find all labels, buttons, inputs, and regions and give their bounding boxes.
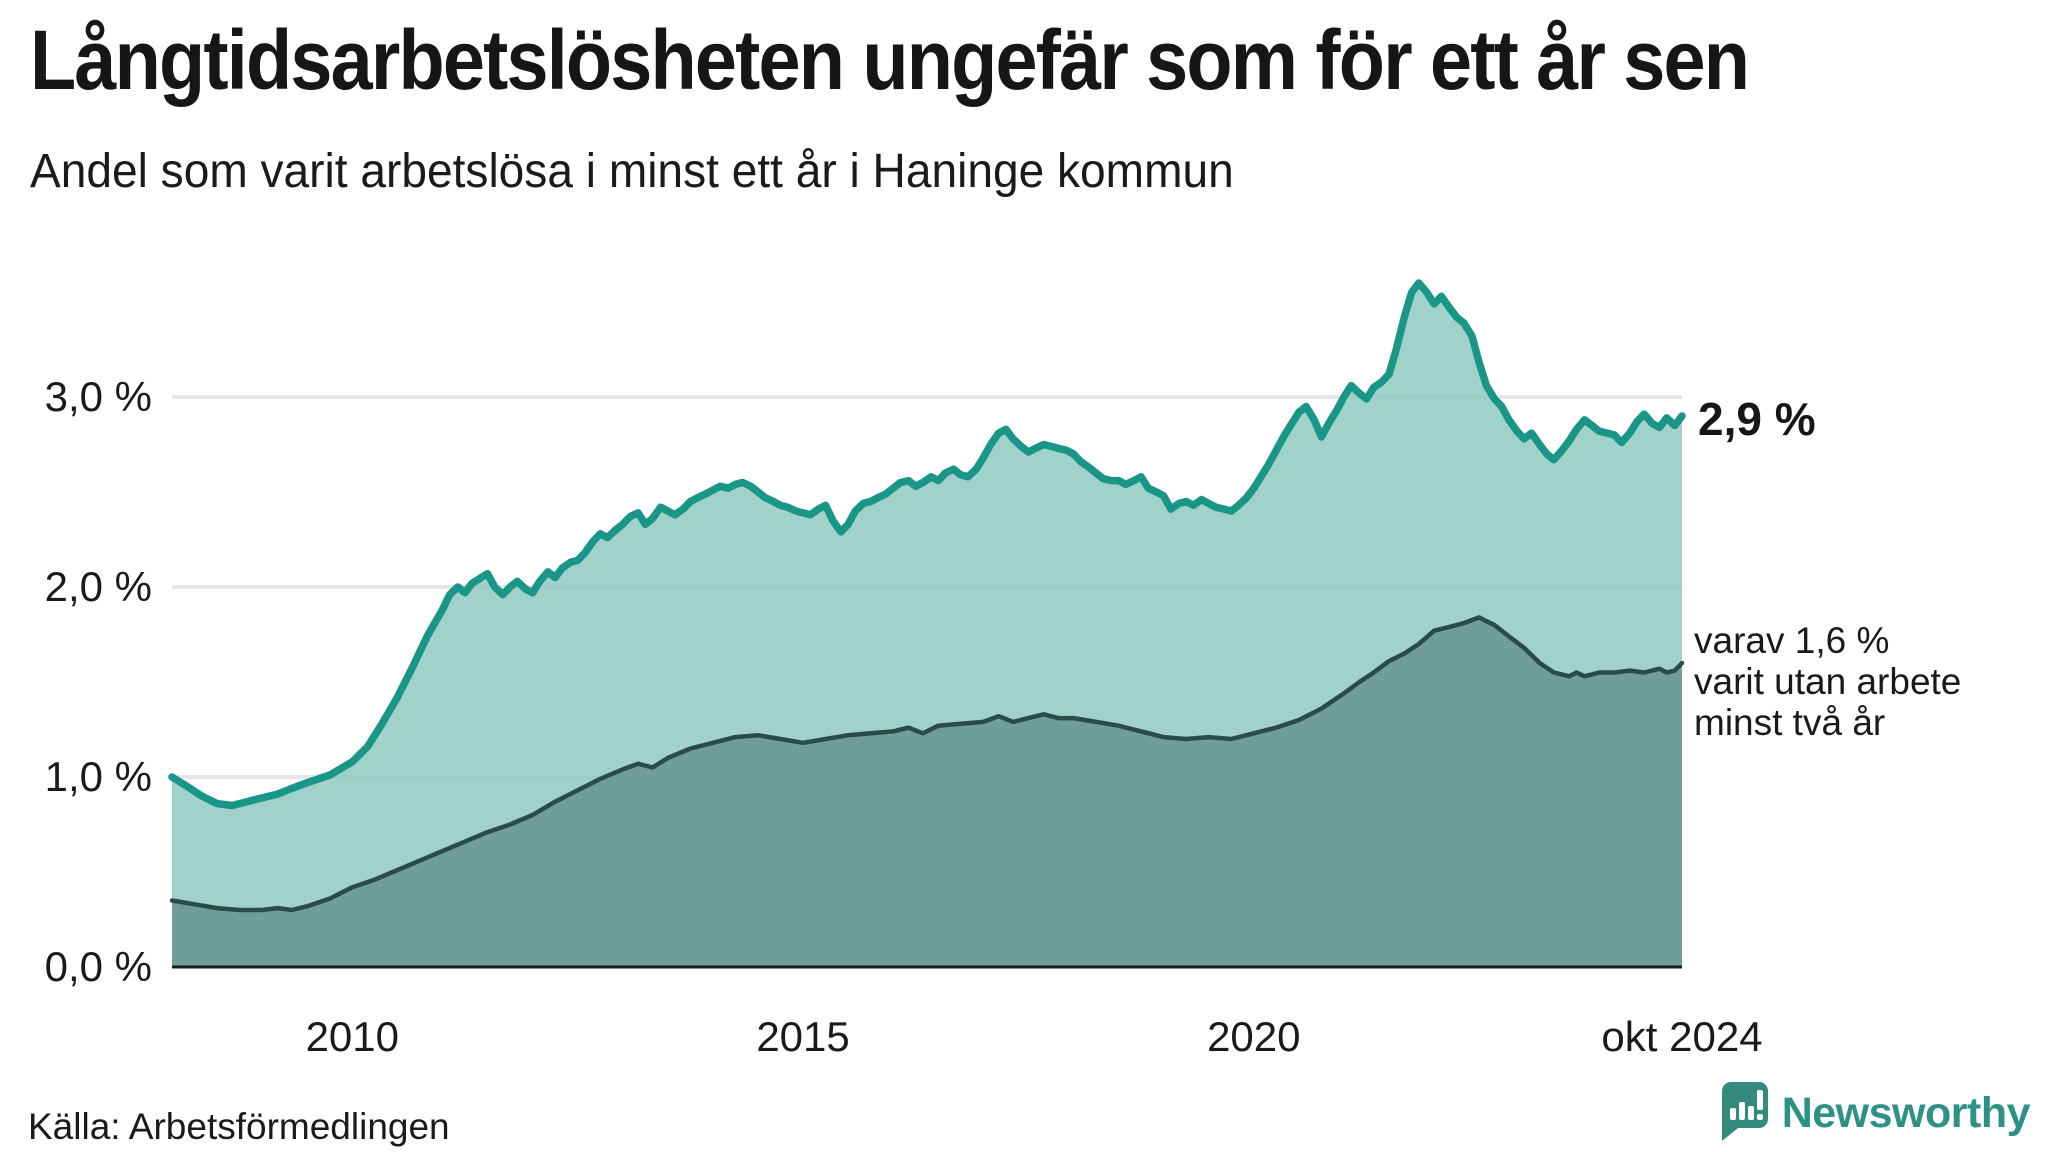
x-tick-label: okt 2024 [1601,1013,1763,1060]
x-tick-label: 2015 [756,1013,850,1060]
x-tick-label: 2010 [305,1013,400,1060]
y-tick-label: 0,0 % [44,943,152,990]
newsworthy-wordmark: Newsworthy [1781,1089,2031,1137]
x-tick-label: 2020 [1207,1013,1301,1060]
y-tick-label: 1,0 % [44,753,152,800]
line-one-year [168,279,1686,810]
page-title: Långtidsarbetslösheten ungefär som för e… [30,13,1750,107]
y-tick-label: 3,0 % [44,373,152,420]
annotation-line: varav 1,6 % [1694,620,1890,661]
secondary-series-annotation: varav 1,6 % varit utan arbete minst två … [1694,620,1961,743]
newsworthy-logo: Newsworthy [1720,1080,2031,1147]
line-two-years [169,615,1685,913]
area-two-years [172,617,1682,967]
y-tick-label: 2,0 % [44,563,152,610]
chart-subtitle: Andel som varit arbetslösa i minst ett å… [30,145,1234,198]
newsworthy-speech-bubble-chart-icon [1720,1080,1770,1147]
annotation-line: varit utan arbete [1694,661,1962,702]
annotation-line: minst två år [1694,702,1886,743]
source-attribution: Källa: Arbetsförmedlingen [28,1106,450,1147]
series-end-value-label: 2,9 % [1698,393,1816,445]
